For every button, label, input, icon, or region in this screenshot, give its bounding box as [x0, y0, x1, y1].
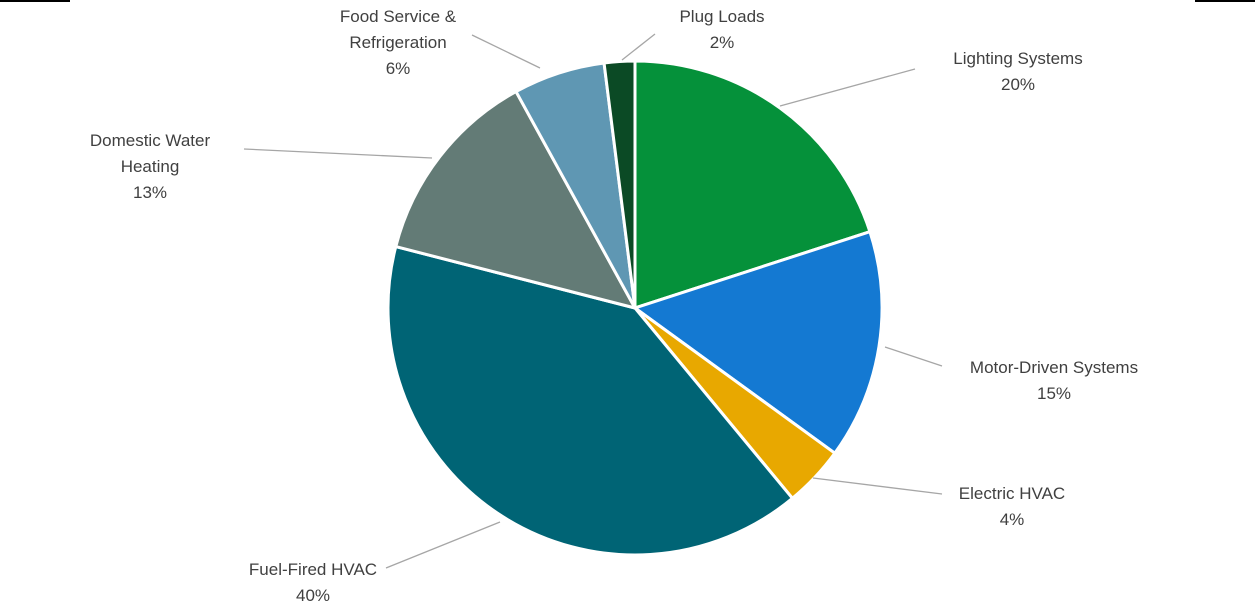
category-label: Heating: [121, 157, 180, 176]
leader-line-electric-hvac: [812, 477, 943, 495]
leader-line-plug-loads: [621, 33, 656, 61]
slice-fuel-fired-hvac: [386, 245, 794, 557]
slice-domestic-water-heating: [394, 90, 637, 310]
category-label: Plug Loads: [679, 7, 764, 26]
value-label: 13%: [133, 183, 167, 202]
slice-plug-loads: [602, 59, 637, 310]
leader-line-motor-driven-systems: [884, 346, 943, 367]
category-label: Food Service &: [340, 7, 457, 26]
value-label: 40%: [296, 586, 330, 605]
data-label-food-service-refrigeration: Food Service & Refrigeration 6%: [340, 7, 457, 78]
value-label: 20%: [1001, 75, 1035, 94]
category-label: Lighting Systems: [953, 49, 1082, 68]
leader-line-food-service-refrigeration: [471, 34, 541, 69]
value-label: 15%: [1037, 384, 1071, 403]
top-rule-left: [0, 0, 70, 2]
value-label: 6%: [386, 59, 411, 78]
data-label-lighting-systems: Lighting Systems 20%: [953, 49, 1082, 94]
category-label: Domestic Water: [90, 131, 211, 150]
value-label: 2%: [710, 33, 735, 52]
slice-motor-driven-systems: [633, 230, 884, 455]
data-label-motor-driven-systems: Motor-Driven Systems 15%: [970, 358, 1138, 403]
top-rule-right: [1195, 0, 1255, 2]
leader-line-fuel-fired-hvac: [385, 521, 501, 569]
category-label: Electric HVAC: [959, 484, 1065, 503]
slice-lighting-systems: [633, 59, 872, 310]
data-label-fuel-fired-hvac: Fuel-Fired HVAC 40%: [249, 560, 377, 605]
leader-lines-layer: [243, 33, 943, 569]
data-label-domestic-water-heating: Domestic Water Heating 13%: [90, 131, 211, 202]
labels-layer: Lighting Systems 20% Motor-Driven Systems 1…: [90, 7, 1138, 605]
slices-layer: [386, 59, 884, 557]
data-label-plug-loads: Plug Loads 2%: [679, 7, 764, 52]
category-label: Fuel-Fired HVAC: [249, 560, 377, 579]
category-label: Motor-Driven Systems: [970, 358, 1138, 377]
category-label: Refrigeration: [349, 33, 446, 52]
leader-line-lighting-systems: [779, 68, 916, 107]
leader-line-domestic-water-heating: [243, 148, 433, 159]
value-label: 4%: [1000, 510, 1025, 529]
data-label-electric-hvac: Electric HVAC 4%: [959, 484, 1065, 529]
